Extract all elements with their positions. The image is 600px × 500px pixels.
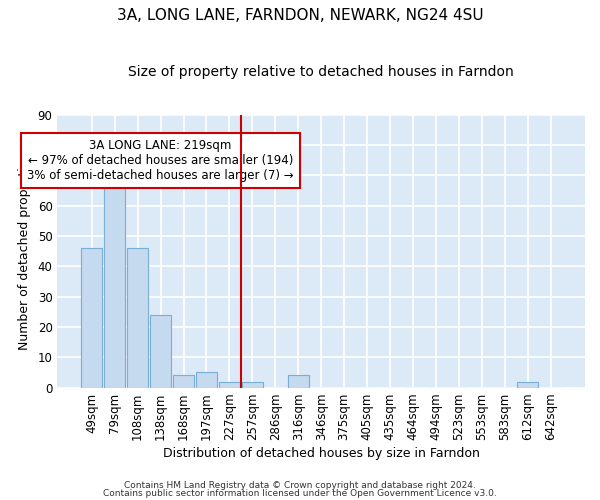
Y-axis label: Number of detached properties: Number of detached properties [18,152,31,350]
Bar [150,315,171,388]
Text: 3A LONG LANE: 219sqm
← 97% of detached houses are smaller (194)
3% of semi-detac: 3A LONG LANE: 219sqm ← 97% of detached h… [27,139,294,182]
Bar [82,248,102,388]
Bar [173,376,194,388]
Bar [242,382,263,388]
Bar [517,382,538,388]
Title: Size of property relative to detached houses in Farndon: Size of property relative to detached ho… [128,65,514,79]
Text: Contains HM Land Registry data © Crown copyright and database right 2024.: Contains HM Land Registry data © Crown c… [124,481,476,490]
X-axis label: Distribution of detached houses by size in Farndon: Distribution of detached houses by size … [163,447,479,460]
Text: 3A, LONG LANE, FARNDON, NEWARK, NG24 4SU: 3A, LONG LANE, FARNDON, NEWARK, NG24 4SU [116,8,484,22]
Bar [288,376,308,388]
Text: Contains public sector information licensed under the Open Government Licence v3: Contains public sector information licen… [103,488,497,498]
Bar [104,166,125,388]
Bar [219,382,240,388]
Bar [127,248,148,388]
Bar [196,372,217,388]
